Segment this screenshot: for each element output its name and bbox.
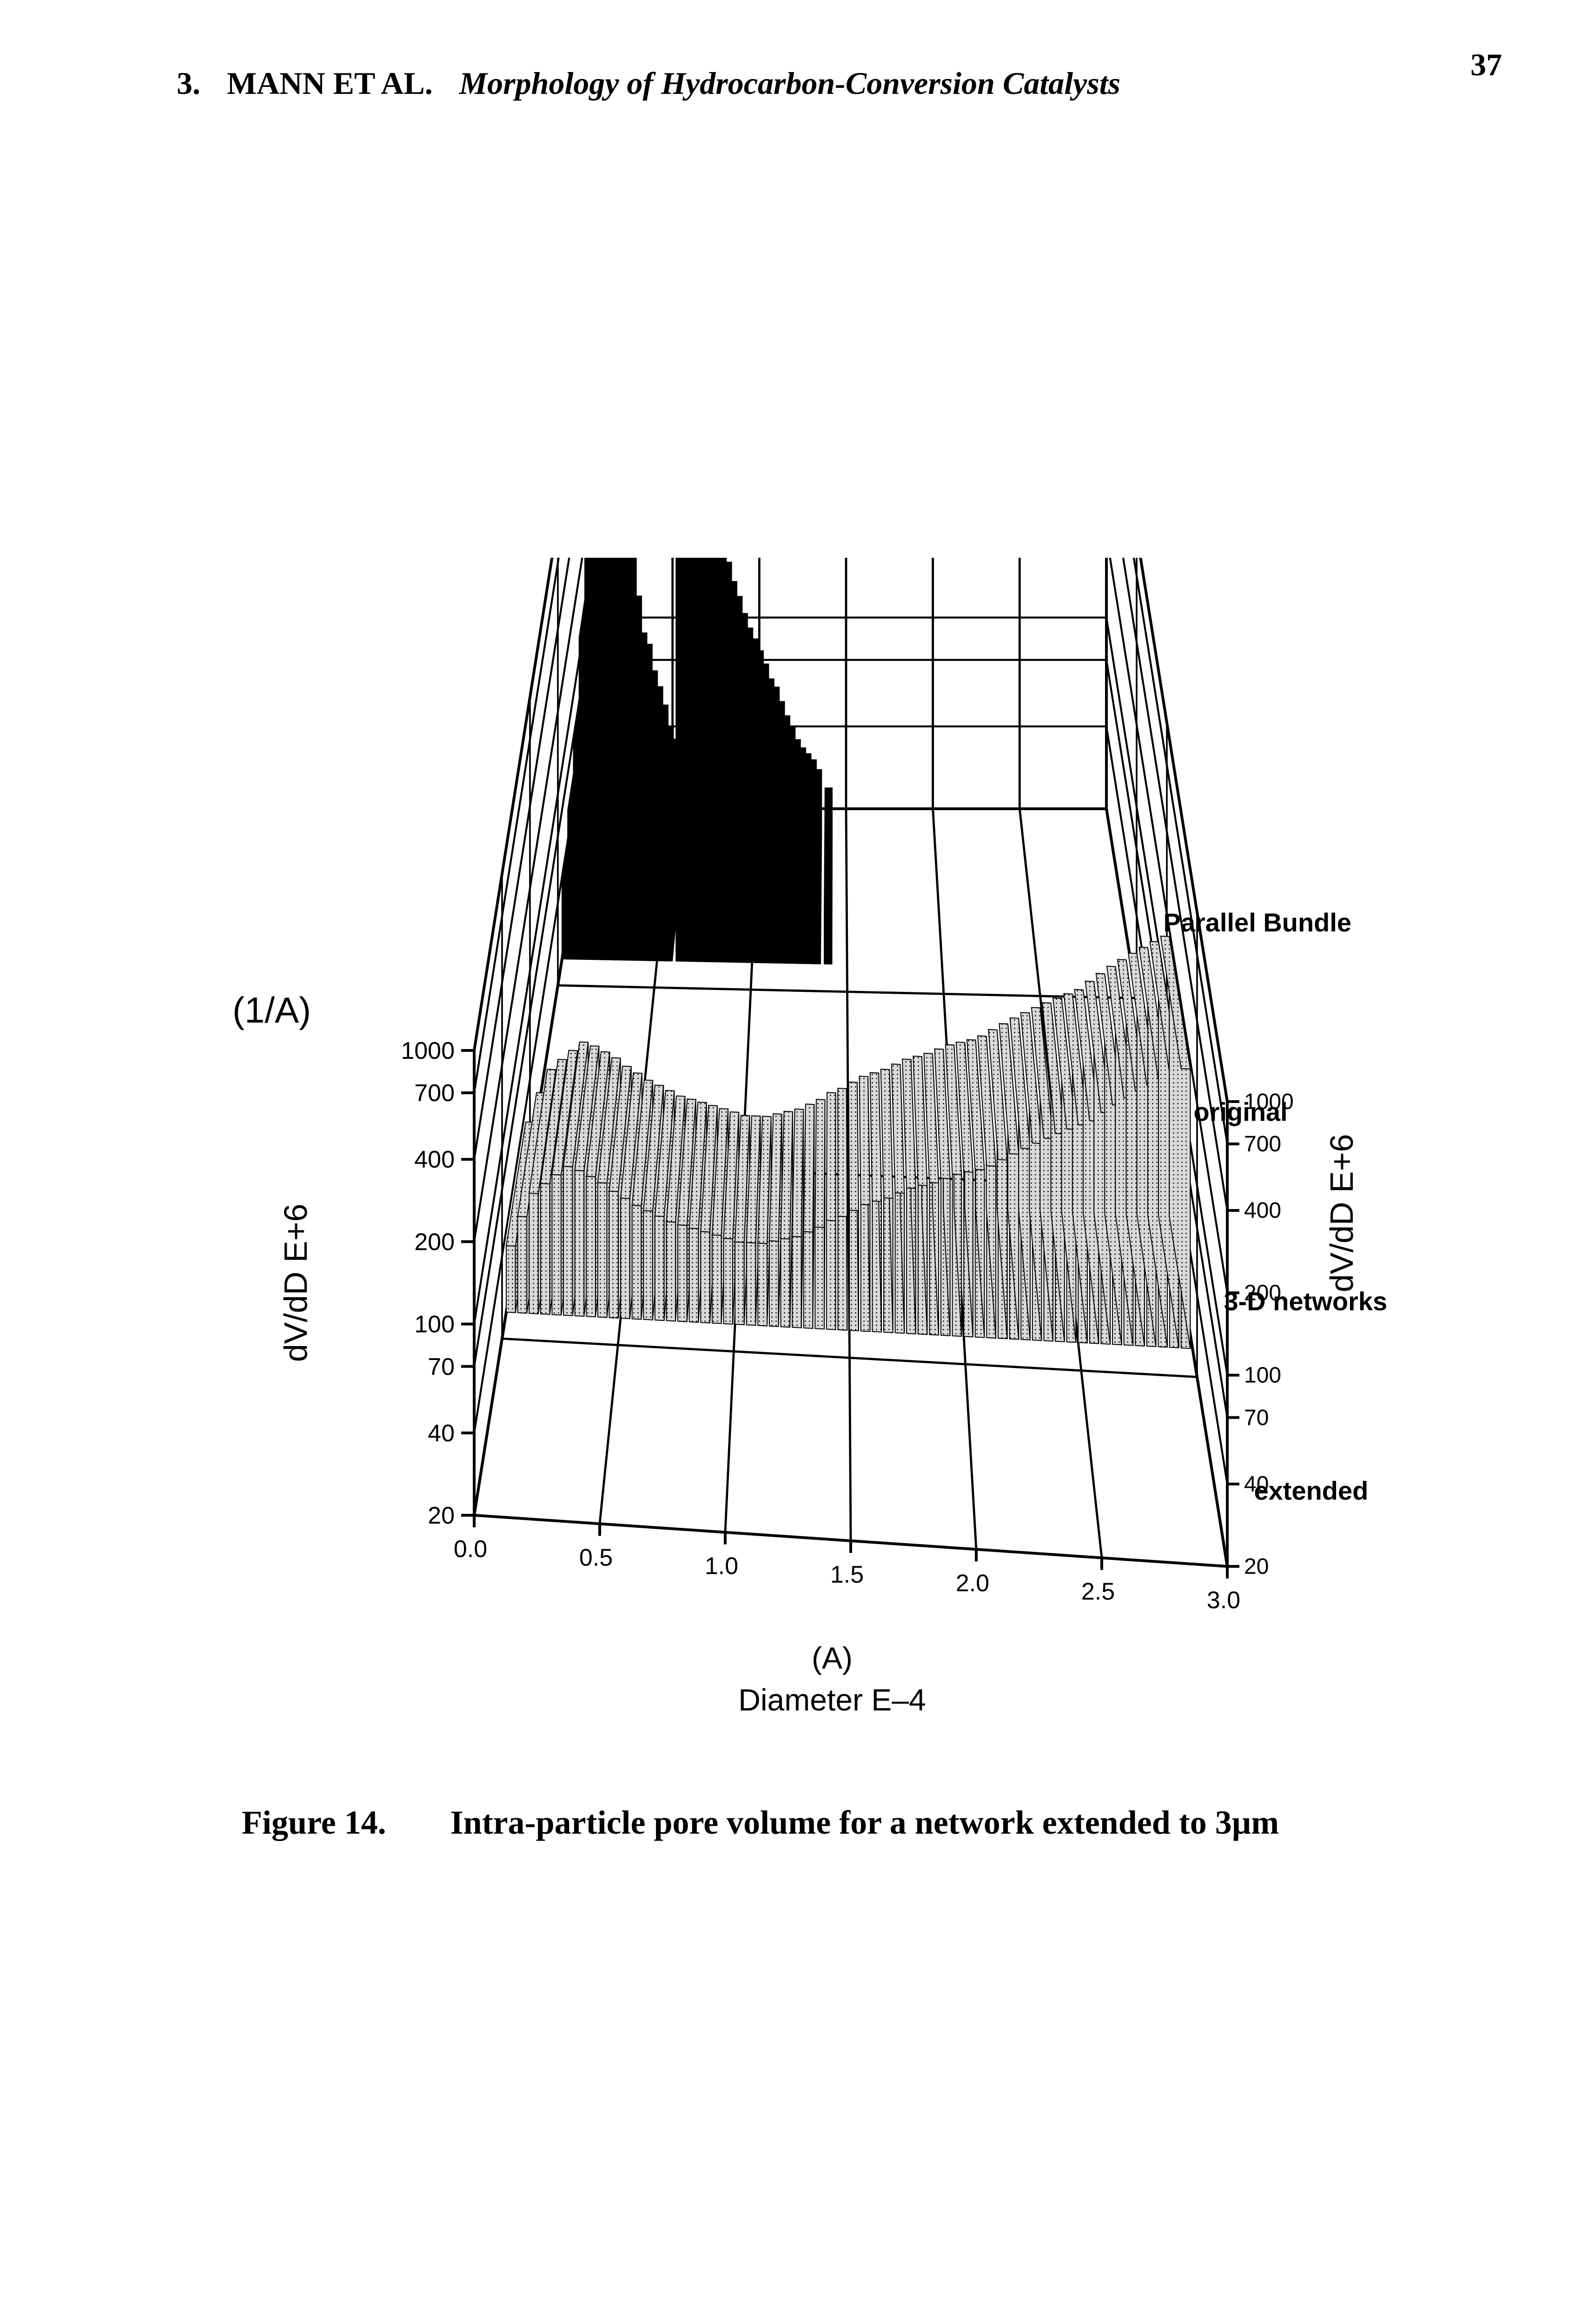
svg-text:400: 400 xyxy=(414,1146,455,1173)
figure-number: Figure 14. xyxy=(242,1804,386,1841)
page-number-partial: 37 xyxy=(1470,46,1502,83)
svg-text:(A): (A) xyxy=(812,1641,853,1675)
svg-text:20: 20 xyxy=(1244,1554,1269,1579)
svg-text:40: 40 xyxy=(428,1420,455,1447)
svg-text:70: 70 xyxy=(1244,1406,1269,1430)
svg-text:extended: extended xyxy=(1254,1476,1369,1505)
header-authors: MANN ET AL. xyxy=(227,66,433,101)
chapter-number: 3. xyxy=(177,66,200,101)
svg-text:Parallel Bundle: Parallel Bundle xyxy=(1164,908,1352,937)
svg-text:(1/A): (1/A) xyxy=(232,990,311,1030)
figure-caption-text: Intra-particle pore volume for a network… xyxy=(450,1804,1279,1841)
header-title: Morphology of Hydrocarbon-Conversion Cat… xyxy=(459,66,1120,101)
svg-text:1.0: 1.0 xyxy=(705,1553,738,1580)
svg-text:3-D networks: 3-D networks xyxy=(1224,1287,1388,1316)
svg-text:0.5: 0.5 xyxy=(579,1544,613,1571)
running-header: 3. MANN ET AL. Morphology of Hydrocarbon… xyxy=(177,65,1493,102)
svg-text:20: 20 xyxy=(428,1502,455,1529)
svg-text:2.5: 2.5 xyxy=(1081,1578,1115,1605)
svg-text:3.0: 3.0 xyxy=(1207,1587,1240,1614)
figure-caption: Figure 14. Intra-particle pore volume fo… xyxy=(242,1803,1279,1842)
svg-text:70: 70 xyxy=(428,1353,455,1380)
svg-text:dV/dD E+6: dV/dD E+6 xyxy=(1324,1134,1360,1293)
svg-text:2.0: 2.0 xyxy=(956,1570,989,1597)
svg-text:700: 700 xyxy=(1244,1132,1281,1156)
svg-text:100: 100 xyxy=(1244,1363,1281,1388)
svg-text:0.0: 0.0 xyxy=(454,1536,487,1563)
svg-text:400: 400 xyxy=(1244,1198,1281,1223)
figure-14: 0.00.51.01.52.02.53.00.00.51.01.52.02.53… xyxy=(167,558,1441,1859)
svg-text:1000: 1000 xyxy=(401,1037,455,1064)
svg-text:1.5: 1.5 xyxy=(830,1561,864,1588)
chart-3d: 0.00.51.01.52.02.53.00.00.51.01.52.02.53… xyxy=(167,558,1441,1859)
svg-text:Diameter E–4: Diameter E–4 xyxy=(738,1683,926,1717)
svg-text:700: 700 xyxy=(414,1080,455,1107)
svg-text:100: 100 xyxy=(414,1311,455,1338)
svg-text:original: original xyxy=(1194,1097,1288,1126)
svg-text:dV/dD E+6: dV/dD E+6 xyxy=(278,1204,314,1362)
svg-text:200: 200 xyxy=(414,1228,455,1255)
